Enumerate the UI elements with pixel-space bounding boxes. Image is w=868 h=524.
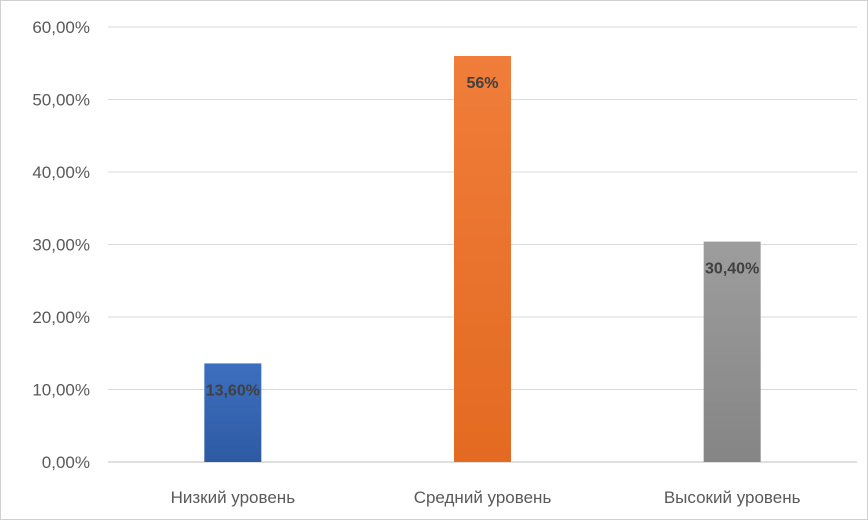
data-labels: 13,60% 56% 30,40% <box>206 75 760 399</box>
y-axis-tick-labels: 0,00% 10,00% 20,00% 30,00% 40,00% 50,00% 60,00… <box>32 18 90 472</box>
x-category-label: Средний уровень <box>414 488 552 507</box>
bar-3 <box>703 241 761 462</box>
y-tick-label: 20,00% <box>32 308 90 327</box>
bar-1 <box>204 363 262 462</box>
x-axis-category-labels: Низкий уровень Средний уровень Высокий уро… <box>171 488 801 507</box>
y-tick-label: 30,00% <box>32 236 90 255</box>
data-label: 13,60% <box>206 382 260 399</box>
y-tick-label: 50,00% <box>32 91 90 110</box>
x-category-label: Низкий уровень <box>171 488 296 507</box>
y-tick-label: 40,00% <box>32 163 90 182</box>
y-tick-label: 60,00% <box>32 18 90 37</box>
bars <box>204 56 761 462</box>
bar-2 <box>454 56 511 462</box>
data-label: 56% <box>466 75 498 92</box>
data-label: 30,40% <box>705 261 759 278</box>
x-category-label: Высокий уровень <box>664 488 801 507</box>
y-tick-label: 0,00% <box>42 453 90 472</box>
y-tick-label: 10,00% <box>32 381 90 400</box>
